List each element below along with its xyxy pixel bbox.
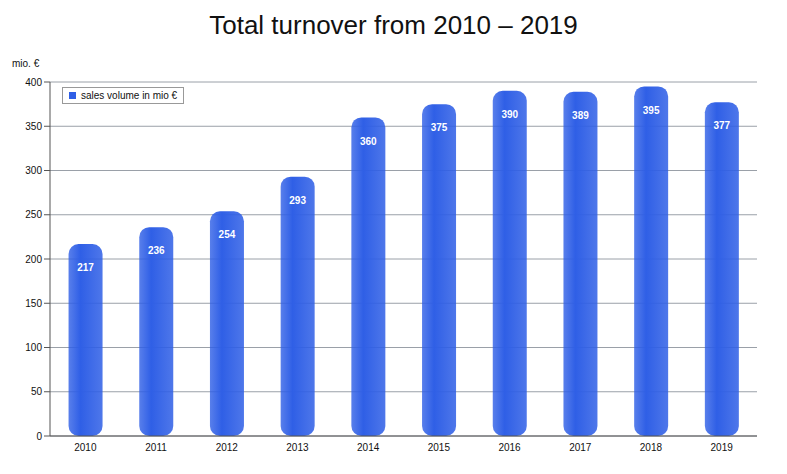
svg-text:200: 200 xyxy=(25,254,42,265)
svg-text:150: 150 xyxy=(25,298,42,309)
html-text:Total turnover from 2010 – 201: Total turnover from 2010 – 2019 xyxy=(209,10,578,40)
svg-text:300: 300 xyxy=(25,165,42,176)
svg-text:2019: 2019 xyxy=(711,442,734,453)
svg-text:0: 0 xyxy=(36,431,42,442)
svg-text:375: 375 xyxy=(431,122,448,133)
svg-text:395: 395 xyxy=(643,105,660,116)
svg-text:100: 100 xyxy=(25,342,42,353)
svg-text:217: 217 xyxy=(77,262,94,273)
svg-text:390: 390 xyxy=(501,109,518,120)
svg-text:389: 389 xyxy=(572,110,589,121)
svg-text:250: 250 xyxy=(25,209,42,220)
svg-text:236: 236 xyxy=(148,245,165,256)
svg-text:2011: 2011 xyxy=(145,442,167,453)
svg-text:2015: 2015 xyxy=(428,442,451,453)
svg-text:254: 254 xyxy=(219,229,236,240)
svg-text:2014: 2014 xyxy=(357,442,380,453)
svg-text:360: 360 xyxy=(360,136,377,147)
svg-text:400: 400 xyxy=(25,77,42,88)
svg-text:293: 293 xyxy=(289,195,306,206)
svg-text:350: 350 xyxy=(25,121,42,132)
svg-text:2017: 2017 xyxy=(569,442,592,453)
svg-text:2013: 2013 xyxy=(286,442,309,453)
svg-text:2018: 2018 xyxy=(640,442,663,453)
svg-text:50: 50 xyxy=(31,386,43,397)
svg-text:2012: 2012 xyxy=(216,442,239,453)
html-text:sales volume in mio €: sales volume in mio € xyxy=(81,90,178,101)
html-text:mio. €: mio. € xyxy=(12,58,40,69)
svg-text:2010: 2010 xyxy=(74,442,97,453)
svg-text:2016: 2016 xyxy=(498,442,521,453)
svg-text:377: 377 xyxy=(714,120,731,131)
